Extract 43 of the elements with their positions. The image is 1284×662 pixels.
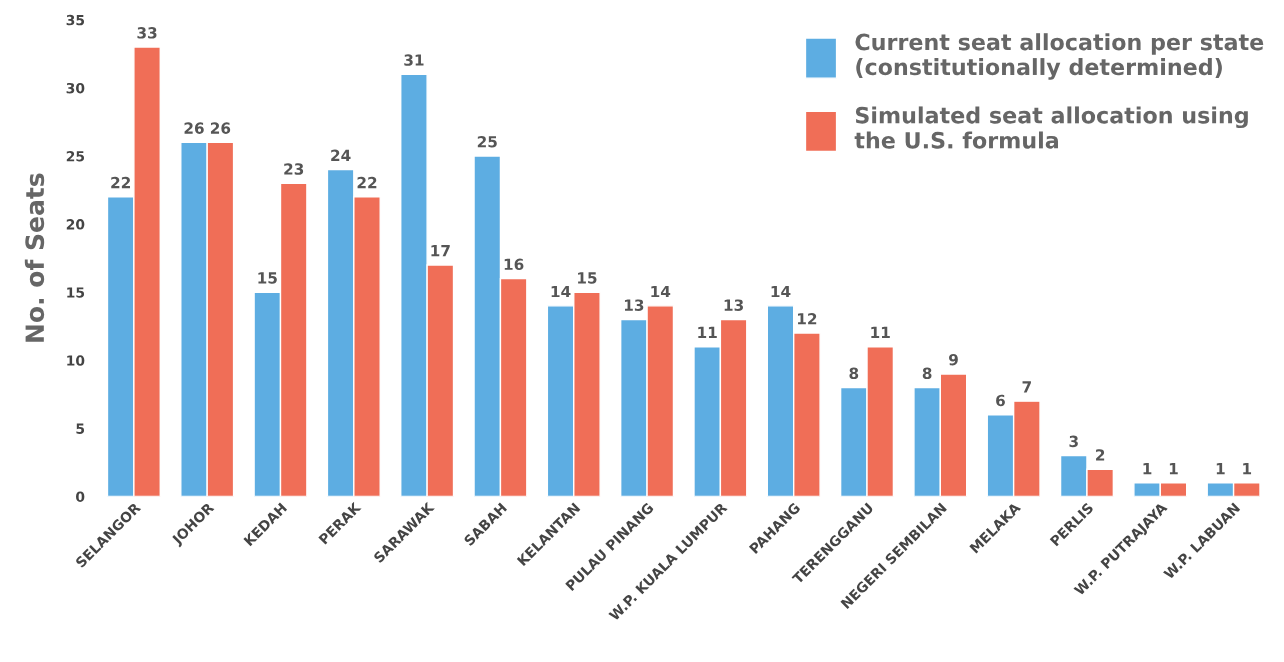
data-label: 26 (184, 122, 204, 134)
data-label: 12 (797, 313, 817, 325)
data-label: 26 (210, 122, 231, 134)
data-label: 1 (1143, 463, 1152, 475)
data-label: 1 (1243, 463, 1252, 475)
data-label: 22 (111, 176, 130, 189)
data-label: 33 (137, 27, 157, 39)
legend-label: Current seat allocation per state (constitutionally determined) (855, 33, 1264, 80)
data-label: 15 (258, 272, 277, 284)
y-tick-label: 35 (66, 14, 85, 26)
data-label: 8 (922, 367, 932, 380)
y-tick-label: 5 (76, 423, 85, 434)
y-tick-label: 30 (66, 82, 85, 94)
data-label: 17 (431, 245, 450, 257)
data-label: 14 (651, 285, 671, 298)
y-tick-label: 15 (67, 287, 85, 298)
data-label: 25 (477, 135, 497, 148)
data-label: 1 (1169, 463, 1178, 475)
data-label: 3 (1069, 435, 1078, 448)
data-label: 8 (849, 367, 859, 380)
y-tick-label: 25 (66, 151, 85, 162)
data-label: 16 (504, 258, 524, 271)
data-label: 11 (698, 326, 717, 338)
data-label: 1 (1216, 463, 1225, 475)
data-label: 31 (404, 54, 424, 66)
data-label: 7 (1022, 381, 1031, 393)
data-label: 23 (284, 163, 304, 175)
legend-label: Simulated seat allocation using the U.S. formula (854, 106, 1248, 149)
data-label: 11 (871, 326, 890, 338)
y-axis-title: No. of Seats (24, 173, 45, 342)
data-label: 22 (357, 176, 377, 189)
data-label: 13 (624, 299, 644, 311)
data-label: 13 (724, 299, 743, 311)
y-tick-label: 20 (66, 219, 85, 230)
data-label: 24 (331, 149, 351, 161)
data-label: 6 (996, 394, 1005, 407)
data-label: 14 (551, 285, 571, 298)
y-tick-label: 10 (67, 355, 85, 366)
data-label: 15 (578, 272, 597, 284)
data-label: 9 (949, 353, 958, 366)
data-label: 2 (1096, 449, 1105, 461)
y-tick-label: 0 (76, 491, 85, 502)
data-label: 14 (771, 285, 791, 298)
